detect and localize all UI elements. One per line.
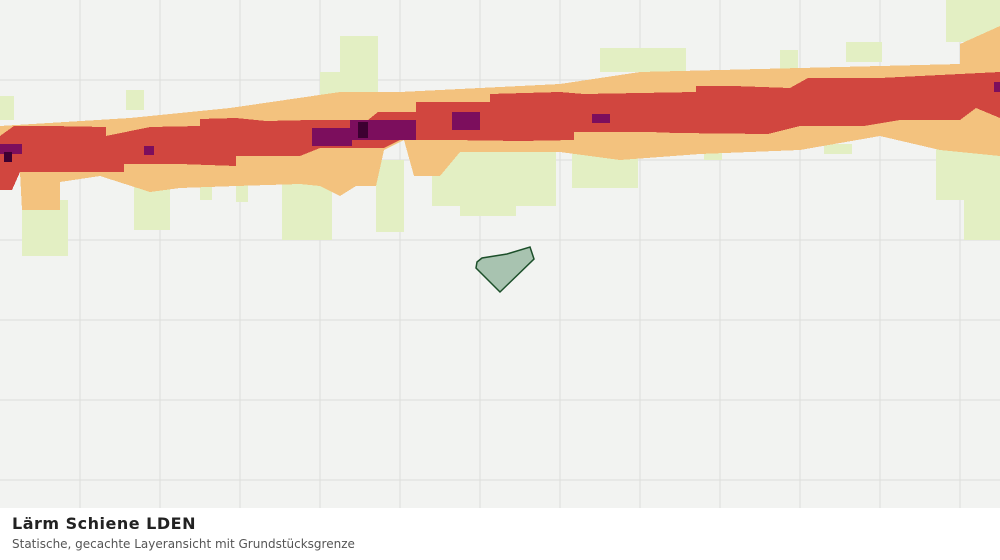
map-title: Lärm Schiene LDEN xyxy=(12,514,196,533)
noise-zone-extreme xyxy=(4,122,368,162)
noise-layer xyxy=(0,0,1000,256)
map-view xyxy=(0,0,1000,508)
parcel-boundary[interactable] xyxy=(475,246,535,294)
map-subtitle: Statische, gecachte Layeransicht mit Gru… xyxy=(12,537,355,551)
info-panel: Lärm Schiene LDEN Statische, gecachte La… xyxy=(0,508,1000,560)
noise-zone-high xyxy=(0,72,1000,190)
